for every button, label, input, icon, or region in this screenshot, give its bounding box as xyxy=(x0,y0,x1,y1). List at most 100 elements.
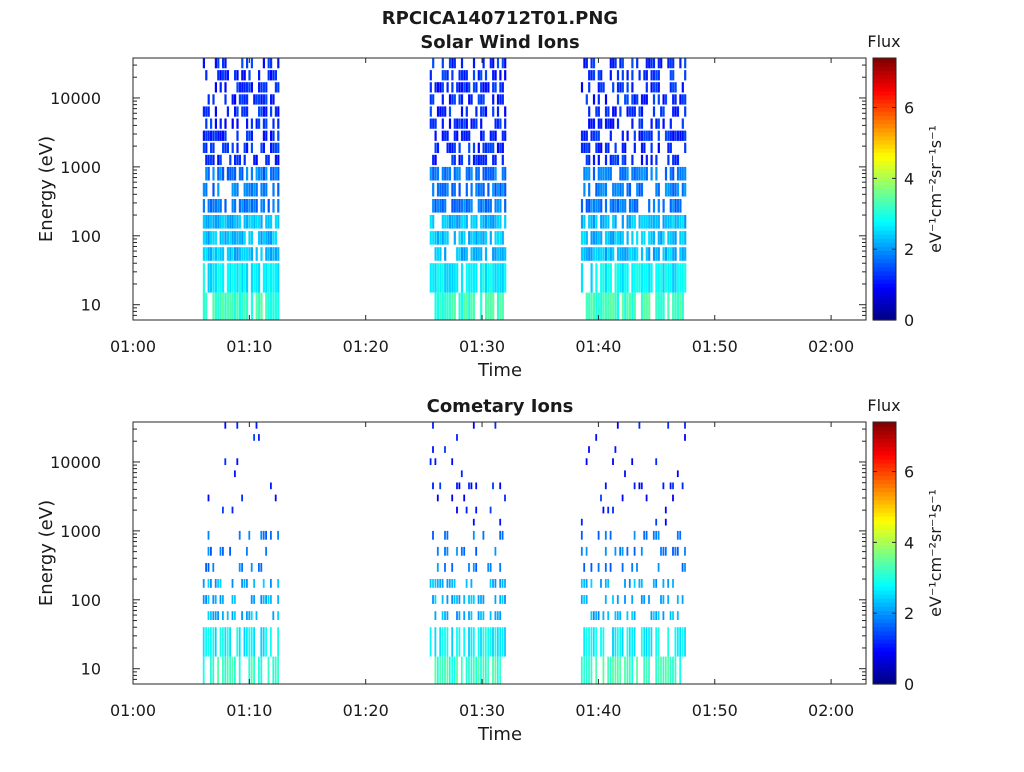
cometary-flux-cell xyxy=(684,627,686,657)
solar-wind-flux-cell xyxy=(262,118,265,129)
cometary-flux-cell xyxy=(434,611,437,620)
solar-wind-flux-cell xyxy=(482,82,485,93)
solar-wind-flux-cell xyxy=(480,292,483,320)
cometary-flux-cell xyxy=(436,494,439,502)
cometary-flux-cell xyxy=(219,627,222,657)
solar-wind-flux-cell xyxy=(657,199,660,213)
solar-wind-flux-cell xyxy=(657,231,660,245)
solar-wind-flux-cell xyxy=(472,231,476,245)
solar-wind-flux-cell xyxy=(451,182,454,197)
solar-wind-flux-cell xyxy=(205,130,208,141)
cometary-flux-cell xyxy=(265,530,267,540)
cometary-flux-cell xyxy=(496,611,499,620)
solar-wind-flux-cell xyxy=(621,292,624,320)
cometary-flux-cell xyxy=(645,494,648,502)
solar-wind-flux-cell xyxy=(241,166,244,181)
solar-wind-flux-cell xyxy=(597,118,600,129)
cometary-ions-panel: Cometary Ions Time Energy (eV) Flux eV⁻¹… xyxy=(36,396,945,745)
solar-wind-flux-cell xyxy=(590,199,593,213)
solar-wind-flux-cell xyxy=(681,247,684,261)
cometary-flux-cell xyxy=(597,530,600,540)
cometary-flux-cell xyxy=(580,546,583,556)
solar-wind-flux-cell xyxy=(499,215,502,229)
cometary-flux-cell xyxy=(451,494,454,502)
cometary-flux-cell xyxy=(219,579,222,588)
cometary-flux-cell xyxy=(499,563,502,572)
solar-wind-flux-cell xyxy=(650,166,653,181)
solar-wind-flux-cell xyxy=(616,118,620,129)
solar-wind-flux-cell xyxy=(429,263,432,293)
solar-wind-flux-cell xyxy=(602,215,605,229)
solar-wind-flux-cell xyxy=(214,247,217,261)
solar-wind-colorbar-segment xyxy=(873,180,896,186)
cometary-flux-cell xyxy=(212,611,215,620)
solar-wind-flux-cell xyxy=(224,142,227,153)
solar-wind-flux-cell xyxy=(274,215,277,229)
solar-wind-flux-cell xyxy=(482,94,485,105)
solar-wind-flux-cell xyxy=(241,247,244,261)
solar-wind-flux-cell xyxy=(636,247,639,261)
cometary-flux-cell xyxy=(624,595,626,604)
solar-wind-flux-cell xyxy=(262,166,265,181)
solar-wind-flux-cell xyxy=(453,154,456,166)
solar-wind-flux-cell xyxy=(631,231,634,245)
cometary-flux-cell xyxy=(499,627,502,657)
cometary-flux-cell xyxy=(499,611,502,620)
solar-wind-flux-cell xyxy=(453,58,456,69)
cometary-flux-cell xyxy=(456,595,458,604)
solar-wind-flux-cell xyxy=(480,94,483,105)
solar-wind-flux-cell xyxy=(633,142,636,153)
solar-wind-flux-cell xyxy=(494,82,497,93)
cometary-colorbar-segment xyxy=(873,520,896,525)
solar-wind-flux-cell xyxy=(669,263,672,293)
cometary-flux-cell xyxy=(672,656,674,684)
solar-wind-flux-cell xyxy=(597,154,600,166)
solar-wind-flux-cell xyxy=(207,247,210,261)
solar-wind-flux-cell xyxy=(604,106,608,117)
solar-wind-flux-cell xyxy=(234,154,237,166)
solar-wind-flux-cell xyxy=(480,199,483,213)
cometary-flux-cell xyxy=(494,579,497,588)
solar-wind-flux-cell xyxy=(667,130,670,141)
solar-wind-flux-cell xyxy=(643,94,646,105)
cometary-flux-cell xyxy=(501,530,504,540)
solar-wind-flux-cell xyxy=(633,130,636,141)
solar-wind-flux-cell xyxy=(496,231,500,245)
solar-wind-flux-cell xyxy=(267,215,270,229)
solar-wind-flux-cell xyxy=(621,182,624,197)
solar-wind-flux-cell xyxy=(246,106,249,117)
cometary-flux-cell xyxy=(255,422,258,429)
solar-wind-flux-cell xyxy=(210,215,213,229)
solar-wind-flux-cell xyxy=(480,82,483,93)
solar-wind-flux-cell xyxy=(585,247,588,261)
solar-wind-flux-cell xyxy=(463,130,466,141)
solar-wind-flux-cell xyxy=(588,82,591,93)
solar-wind-flux-cell xyxy=(451,142,454,153)
solar-wind-flux-cell xyxy=(248,130,251,141)
cometary-flux-cell xyxy=(441,656,444,684)
solar-wind-flux-cell xyxy=(597,292,600,320)
solar-wind-flux-cell xyxy=(484,263,488,293)
solar-wind-flux-cell xyxy=(463,70,466,81)
solar-wind-flux-cell xyxy=(248,199,251,213)
solar-wind-flux-cell xyxy=(465,182,468,197)
solar-wind-flux-cell xyxy=(205,231,208,245)
solar-wind-flux-cell xyxy=(217,58,220,69)
solar-wind-flux-cell xyxy=(214,199,217,213)
cometary-flux-cell xyxy=(669,656,672,684)
solar-wind-flux-cell xyxy=(475,215,478,229)
solar-wind-flux-cell xyxy=(258,82,261,93)
solar-wind-colorbar-segment xyxy=(873,201,896,206)
solar-wind-flux-cell xyxy=(468,82,471,93)
cometary-flux-cell xyxy=(681,482,684,490)
solar-wind-flux-cell xyxy=(595,199,598,213)
cometary-flux-cell xyxy=(238,656,241,684)
solar-wind-flux-cell xyxy=(234,199,237,213)
solar-wind-flux-cell xyxy=(597,231,600,245)
solar-wind-flux-cell xyxy=(236,247,239,261)
solar-wind-flux-cell xyxy=(270,215,273,229)
cometary-flux-cell xyxy=(446,611,449,620)
solar-wind-flux-cell xyxy=(626,130,629,141)
solar-wind-flux-cell xyxy=(434,166,437,181)
solar-wind-flux-cell xyxy=(638,130,641,141)
